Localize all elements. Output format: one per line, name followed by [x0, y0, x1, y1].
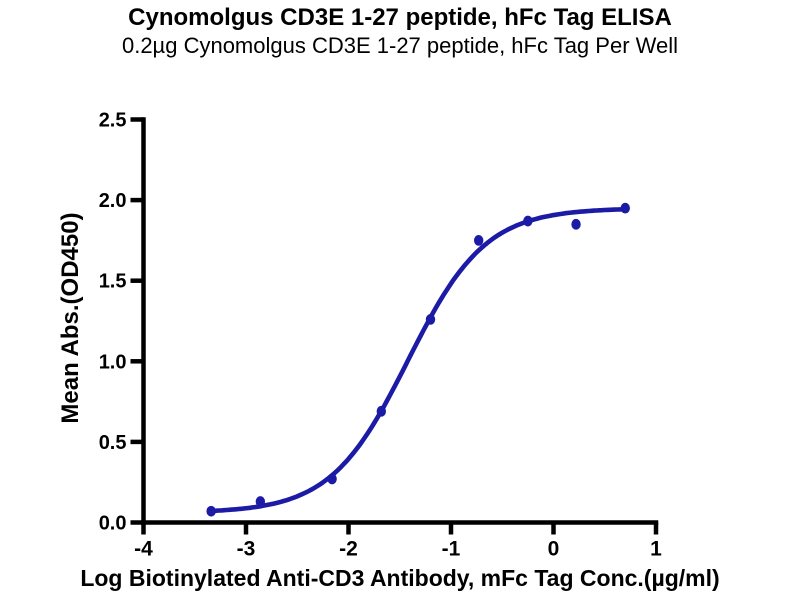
- data-point: [473, 235, 484, 246]
- y-tick-label: 0.0: [99, 513, 127, 535]
- y-tick-label: 2.5: [99, 110, 127, 132]
- chart-subtitle: 0.2µg Cynomolgus CD3E 1-27 peptide, hFc …: [121, 33, 679, 58]
- chart-title: Cynomolgus CD3E 1-27 peptide, hFc Tag EL…: [128, 4, 672, 31]
- x-tick-label: -3: [237, 538, 256, 561]
- data-point: [425, 313, 436, 325]
- y-tick-label: 0.5: [99, 432, 127, 454]
- data-point: [376, 405, 386, 417]
- y-tick-label: 1.0: [99, 351, 127, 373]
- data-point: [255, 496, 266, 507]
- data-point: [327, 473, 337, 485]
- x-tick-label: 1: [650, 538, 662, 561]
- x-tick-label: -4: [134, 538, 153, 561]
- x-tick-label: 0: [548, 538, 560, 561]
- x-tick-label: -1: [442, 538, 461, 561]
- y-tick-label: 2.0: [99, 190, 127, 212]
- data-point: [523, 215, 533, 227]
- data-point: [571, 218, 581, 230]
- x-tick-label: -2: [339, 538, 358, 561]
- x-axis-label: Log Biotinylated Anti-CD3 Antibody, mFc …: [80, 565, 720, 591]
- y-tick-label: 1.5: [99, 271, 127, 293]
- data-point: [620, 202, 630, 214]
- data-point: [206, 505, 216, 517]
- fit-curve: [208, 207, 628, 514]
